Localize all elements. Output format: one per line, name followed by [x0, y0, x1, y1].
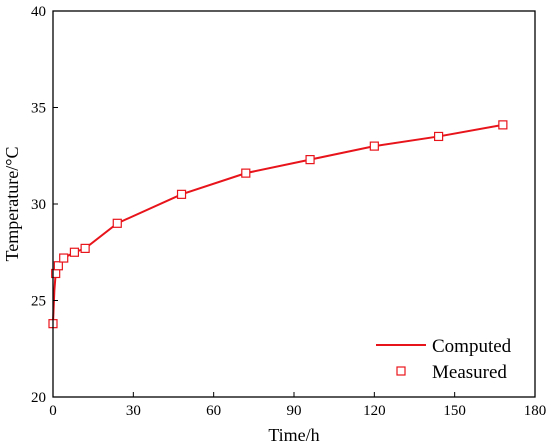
legend-label-measured: Measured: [432, 362, 507, 383]
x-tick-label: 30: [126, 403, 141, 419]
measured-point: [53, 261, 63, 271]
measured-point: [305, 155, 315, 165]
x-tick-label: 120: [363, 403, 386, 419]
x-tick-label: 90: [287, 403, 302, 419]
y-tick-label: 20: [31, 390, 46, 406]
plot-area: [48, 120, 508, 329]
axes: 0 30 60 90 120 150 180 20 25 30 35 40: [31, 4, 546, 419]
legend-label-computed: Computed: [432, 336, 512, 357]
y-tick-label: 35: [31, 101, 46, 117]
measured-point: [176, 189, 187, 199]
measured-point: [80, 243, 90, 253]
measured-point: [434, 131, 444, 142]
x-tick-label: 180: [524, 403, 547, 419]
legend: Computed Measured: [376, 336, 512, 383]
x-tick-label: 150: [443, 403, 466, 419]
y-axis-title: Temperature/°C: [2, 147, 22, 262]
legend-marker-measured: [396, 366, 406, 376]
measured-point: [69, 247, 80, 257]
measured-point: [241, 168, 251, 178]
measured-point: [59, 253, 69, 263]
x-tick-label: 60: [206, 403, 221, 419]
y-tick-label: 25: [31, 294, 46, 310]
measured-point: [369, 141, 379, 151]
x-tick-label: 0: [49, 403, 57, 419]
y-tick-label: 40: [31, 4, 46, 20]
measured-point: [498, 120, 508, 130]
measured-point: [112, 218, 122, 228]
x-axis-title: Time/h: [268, 425, 319, 445]
y-tick-label: 30: [31, 197, 46, 213]
